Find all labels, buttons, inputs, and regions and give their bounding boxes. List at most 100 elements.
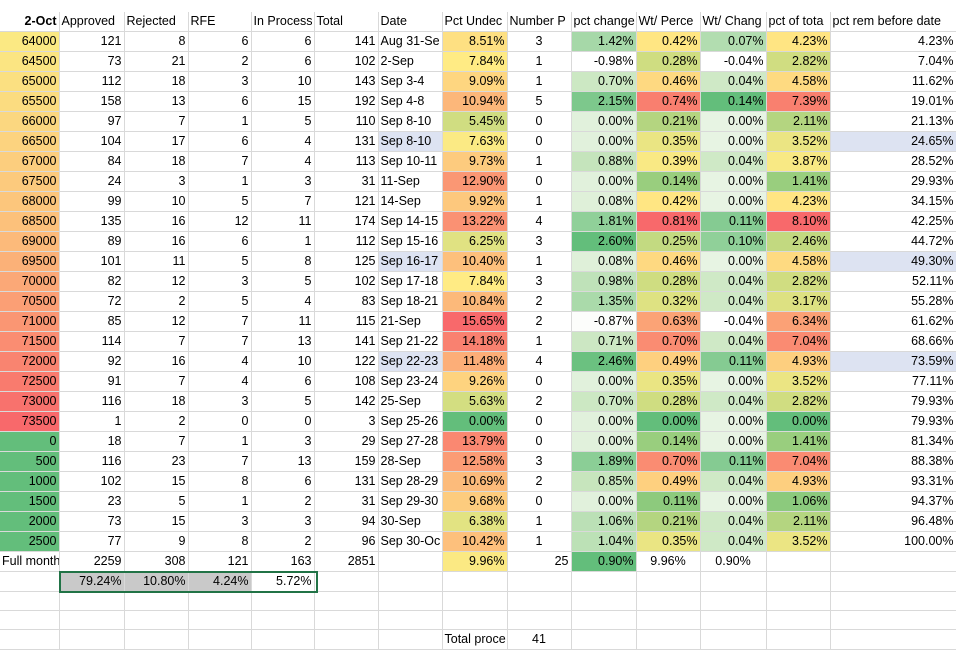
total[interactable]: 29 bbox=[314, 431, 379, 452]
weighted-percent[interactable]: 0.14% bbox=[636, 171, 701, 192]
weighted-change[interactable]: 0.04% bbox=[700, 391, 767, 412]
pct-of-total[interactable]: 6.34% bbox=[766, 311, 831, 332]
empty-cell[interactable] bbox=[59, 591, 125, 611]
pct-undecided[interactable]: 10.94% bbox=[442, 91, 508, 112]
total[interactable]: 113 bbox=[314, 151, 379, 172]
empty-cell[interactable] bbox=[830, 610, 956, 630]
weighted-percent[interactable]: 0.49% bbox=[636, 471, 701, 492]
pct-remaining[interactable]: 34.15% bbox=[830, 191, 956, 212]
total[interactable]: 174 bbox=[314, 211, 379, 232]
rejected[interactable]: 7 bbox=[124, 331, 189, 352]
weighted-change[interactable]: -0.04% bbox=[700, 311, 767, 332]
date[interactable]: Sep 18-21 bbox=[378, 291, 443, 312]
approved[interactable]: 114 bbox=[59, 331, 125, 352]
pct-change[interactable]: 1.81% bbox=[571, 211, 637, 232]
total[interactable]: 121 bbox=[314, 191, 379, 212]
total[interactable]: 112 bbox=[314, 231, 379, 252]
date[interactable]: Sep 8-10 bbox=[378, 111, 443, 132]
row-label[interactable]: 64500 bbox=[0, 51, 60, 72]
rejected[interactable]: 23 bbox=[124, 451, 189, 472]
full-month-pct-change[interactable]: 0.90% bbox=[571, 551, 637, 572]
pct-undecided[interactable]: 11.48% bbox=[442, 351, 508, 372]
date[interactable]: 11-Sep bbox=[378, 171, 443, 192]
rejected[interactable]: 10 bbox=[124, 191, 189, 212]
empty-cell[interactable] bbox=[124, 610, 189, 630]
row-label[interactable]: 67000 bbox=[0, 151, 60, 172]
pct-undecided[interactable]: 9.09% bbox=[442, 71, 508, 92]
empty-cell[interactable] bbox=[571, 610, 637, 630]
number-pending[interactable]: 3 bbox=[507, 271, 572, 292]
approved[interactable]: 82 bbox=[59, 271, 125, 292]
rejected[interactable]: 18 bbox=[124, 391, 189, 412]
row-label[interactable]: 69500 bbox=[0, 251, 60, 272]
header-pct-change[interactable]: pct change bbox=[571, 12, 637, 32]
in-process[interactable]: 3 bbox=[251, 431, 315, 452]
pct-undecided[interactable]: 9.92% bbox=[442, 191, 508, 212]
total[interactable]: 102 bbox=[314, 271, 379, 292]
weighted-percent[interactable]: 0.21% bbox=[636, 111, 701, 132]
rfe[interactable]: 6 bbox=[188, 231, 252, 252]
rejected[interactable]: 11 bbox=[124, 251, 189, 272]
total[interactable]: 131 bbox=[314, 131, 379, 152]
empty-cell[interactable] bbox=[830, 571, 956, 592]
in-process[interactable]: 4 bbox=[251, 131, 315, 152]
row-label[interactable]: 71000 bbox=[0, 311, 60, 332]
pct-change[interactable]: 0.70% bbox=[571, 391, 637, 412]
empty-cell[interactable] bbox=[0, 571, 60, 592]
in-process[interactable]: 2 bbox=[251, 491, 315, 512]
pct-of-total[interactable]: 7.04% bbox=[766, 331, 831, 352]
full-month-weighted-percent[interactable]: 9.96% bbox=[636, 551, 701, 572]
total[interactable]: 96 bbox=[314, 531, 379, 552]
row-label[interactable]: 70500 bbox=[0, 291, 60, 312]
weighted-change[interactable]: 0.04% bbox=[700, 331, 767, 352]
number-pending[interactable]: 2 bbox=[507, 471, 572, 492]
total[interactable]: 159 bbox=[314, 451, 379, 472]
weighted-change[interactable]: 0.00% bbox=[700, 191, 767, 212]
in-process[interactable]: 2 bbox=[251, 531, 315, 552]
rfe[interactable]: 7 bbox=[188, 311, 252, 332]
rfe[interactable]: 5 bbox=[188, 291, 252, 312]
rfe[interactable]: 2 bbox=[188, 51, 252, 72]
pct-remaining[interactable]: 79.93% bbox=[830, 391, 956, 412]
pct-remaining[interactable]: 24.65% bbox=[830, 131, 956, 152]
pct-undecided[interactable]: 7.63% bbox=[442, 131, 508, 152]
pct-change[interactable]: 2.46% bbox=[571, 351, 637, 372]
number-pending[interactable]: 1 bbox=[507, 531, 572, 552]
pct-of-total[interactable]: 3.52% bbox=[766, 131, 831, 152]
number-pending[interactable]: 1 bbox=[507, 331, 572, 352]
full-month-row-label[interactable]: Full month bbox=[0, 551, 60, 572]
row-label[interactable]: 66500 bbox=[0, 131, 60, 152]
weighted-change[interactable]: 0.11% bbox=[700, 351, 767, 372]
in-process[interactable]: 0 bbox=[251, 411, 315, 432]
rejected[interactable]: 5 bbox=[124, 491, 189, 512]
in-process[interactable]: 11 bbox=[251, 211, 315, 232]
full-month-approved[interactable]: 2259 bbox=[59, 551, 125, 572]
empty-cell[interactable] bbox=[251, 591, 315, 611]
pct-remaining[interactable]: 68.66% bbox=[830, 331, 956, 352]
approved[interactable]: 85 bbox=[59, 311, 125, 332]
weighted-percent[interactable]: 0.35% bbox=[636, 531, 701, 552]
empty-cell[interactable] bbox=[314, 610, 379, 630]
date[interactable]: Sep 17-18 bbox=[378, 271, 443, 292]
pct-change[interactable]: 1.04% bbox=[571, 531, 637, 552]
approved[interactable]: 84 bbox=[59, 151, 125, 172]
date[interactable]: 25-Sep bbox=[378, 391, 443, 412]
total-processed-value[interactable]: 41 bbox=[507, 629, 572, 650]
number-pending[interactable]: 0 bbox=[507, 171, 572, 192]
rejected[interactable]: 8 bbox=[124, 31, 189, 52]
weighted-change[interactable]: 0.00% bbox=[700, 491, 767, 512]
pct-remaining[interactable]: 52.11% bbox=[830, 271, 956, 292]
pct-remaining[interactable]: 44.72% bbox=[830, 231, 956, 252]
pct-undecided[interactable]: 10.42% bbox=[442, 531, 508, 552]
empty-cell[interactable] bbox=[636, 629, 701, 650]
approved[interactable]: 72 bbox=[59, 291, 125, 312]
rfe[interactable]: 5 bbox=[188, 251, 252, 272]
empty-cell[interactable] bbox=[378, 591, 443, 611]
in-process[interactable]: 13 bbox=[251, 331, 315, 352]
empty-cell[interactable] bbox=[766, 610, 831, 630]
approved[interactable]: 1 bbox=[59, 411, 125, 432]
approved[interactable]: 158 bbox=[59, 91, 125, 112]
percent-approved[interactable]: 79.24% bbox=[59, 571, 125, 592]
row-label[interactable]: 73500 bbox=[0, 411, 60, 432]
empty-cell[interactable] bbox=[571, 629, 637, 650]
